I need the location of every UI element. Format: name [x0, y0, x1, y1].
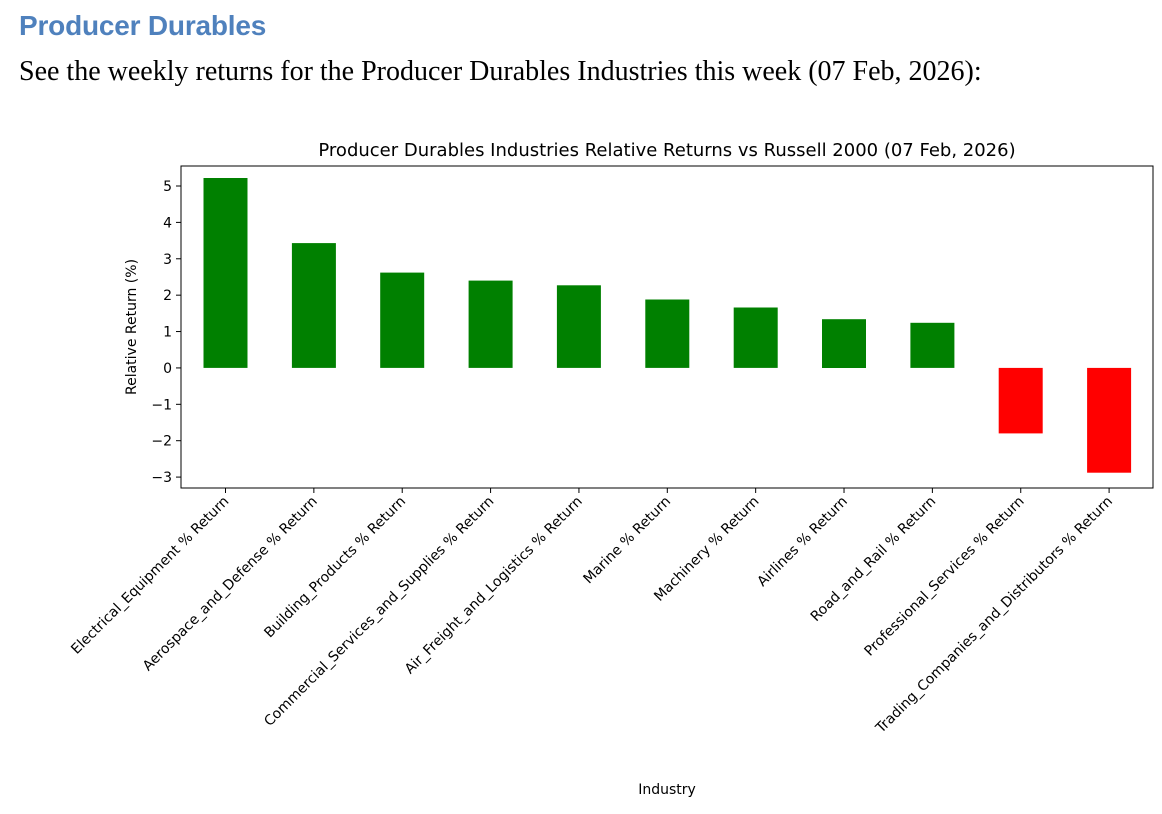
y-axis-label: Relative Return (%) — [124, 259, 140, 395]
y-tick-label: 5 — [163, 179, 172, 195]
intro-paragraph: See the weekly returns for the Producer … — [19, 56, 982, 87]
x-tick-label: Air_Freight_and_Logistics % Return — [402, 494, 586, 678]
x-axis-ticks: Electrical_Equipment % ReturnAerospace_a… — [68, 488, 1116, 737]
bar-7 — [733, 307, 778, 368]
y-axis-ticks: −3 −2 −1 0 1 2 3 4 5 — [151, 179, 181, 486]
section-heading: Producer Durables — [19, 10, 267, 41]
x-tick-label: Building_Products % Return — [261, 494, 409, 642]
y-tick-label: 0 — [163, 361, 172, 377]
bar-5 — [556, 285, 601, 368]
y-tick-label: −3 — [151, 470, 172, 486]
bar-4 — [468, 280, 513, 368]
y-tick-label: 2 — [163, 288, 172, 304]
bar-10 — [998, 367, 1043, 434]
bar-3 — [380, 272, 425, 368]
bar-1 — [203, 178, 248, 368]
x-tick-label: Professional_Services % Return — [862, 494, 1028, 660]
x-tick-label: Marine % Return — [580, 494, 674, 588]
x-tick-label: Airlines % Return — [754, 494, 850, 590]
y-tick-label: 3 — [163, 252, 172, 268]
bar-9 — [910, 322, 955, 368]
x-axis-label: Industry — [638, 782, 696, 798]
y-tick-label: −2 — [151, 434, 172, 450]
bar-6 — [645, 299, 690, 368]
x-tick-label: Electrical_Equipment % Return — [68, 494, 232, 658]
y-tick-label: −1 — [151, 397, 172, 413]
x-tick-label: Aerospace_and_Defense % Return — [140, 494, 321, 675]
chart-title: Producer Durables Industries Relative Re… — [318, 140, 1015, 161]
bar-2 — [291, 243, 336, 368]
y-tick-label: 1 — [163, 325, 172, 341]
bar-8 — [822, 319, 866, 368]
bars-group — [203, 178, 1132, 473]
y-tick-label: 4 — [163, 215, 172, 231]
bar-11 — [1087, 367, 1132, 473]
